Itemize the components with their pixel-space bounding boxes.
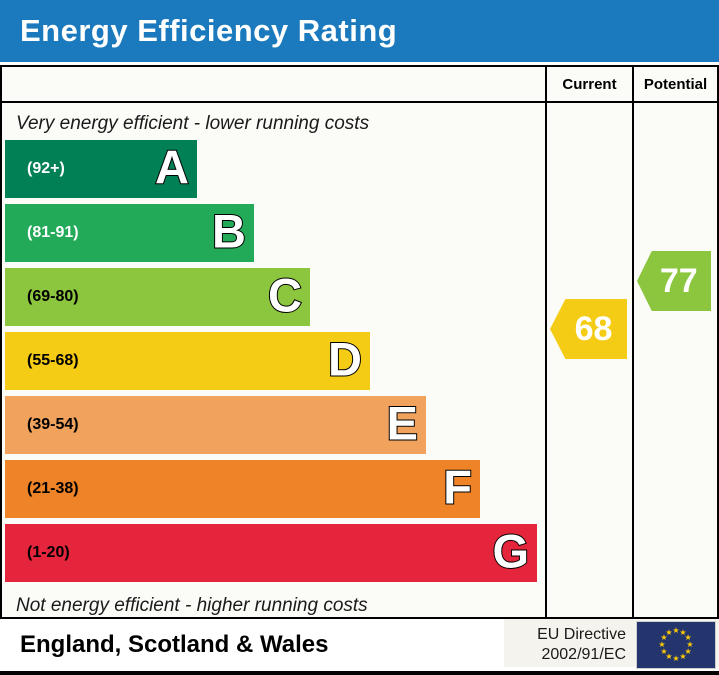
bands-list: (92+) A (81-91) B (69-80) C (55-68) D (3… [2, 140, 545, 582]
band-range-label: (69-80) [27, 288, 79, 305]
band-range-label: (39-54) [27, 416, 79, 433]
band-row-a: (92+) A [5, 140, 197, 198]
rating-table: Current Potential Very energy efficient … [0, 65, 719, 619]
title-bar: Energy Efficiency Rating [0, 0, 719, 62]
footer-bar: England, Scotland & Wales EU Directive 2… [0, 619, 719, 675]
svg-text:★: ★ [672, 654, 679, 663]
band-range-label: (21-38) [27, 480, 79, 497]
potential-column: 77 [632, 103, 717, 617]
band-range-label: (55-68) [27, 352, 79, 369]
svg-text:★: ★ [660, 633, 667, 642]
eu-directive-line2: 2002/91/EC [541, 646, 626, 663]
header-spacer-cell [2, 67, 545, 103]
svg-text:★: ★ [665, 628, 672, 637]
current-rating-arrow: 68 [550, 299, 627, 359]
band-row-f: (21-38) F [5, 460, 480, 518]
svg-text:★: ★ [685, 647, 692, 656]
bottom-note: Not energy efficient - higher running co… [16, 595, 368, 616]
svg-text:★: ★ [679, 652, 686, 661]
eu-flag-icon: ★ ★ ★ ★ ★ ★ ★ ★ ★ ★ ★ ★ [636, 621, 716, 669]
bands-cell: Very energy efficient - lower running co… [2, 103, 545, 617]
eu-directive-label: EU Directive 2002/91/EC [537, 625, 626, 665]
band-letter: G [491, 524, 530, 578]
current-column: 68 [545, 103, 632, 617]
svg-text:★: ★ [660, 647, 667, 656]
band-range-label: (1-20) [27, 544, 70, 561]
band-letter: C [267, 268, 303, 322]
band-row-c: (69-80) C [5, 268, 310, 326]
svg-text:★: ★ [665, 652, 672, 661]
band-row-g: (1-20) G [5, 524, 537, 582]
current-rating-value: 68 [574, 309, 613, 348]
column-header-current: Current [545, 67, 632, 103]
svg-text:★: ★ [672, 626, 679, 635]
band-letter: E [386, 396, 419, 450]
band-letter: D [327, 332, 363, 386]
svg-text:★: ★ [679, 628, 686, 637]
svg-text:★: ★ [685, 633, 692, 642]
band-range-label: (81-91) [27, 224, 79, 241]
band-range-label: (92+) [27, 160, 65, 177]
region-label: England, Scotland & Wales [20, 631, 329, 658]
page-title: Energy Efficiency Rating [20, 13, 398, 48]
eu-flag-stars: ★ ★ ★ ★ ★ ★ ★ ★ ★ ★ ★ ★ [658, 626, 693, 663]
eu-directive-line1: EU Directive [537, 626, 626, 643]
band-letter: B [211, 204, 247, 258]
potential-rating-arrow: 77 [637, 251, 711, 311]
potential-rating-value: 77 [659, 261, 698, 300]
band-row-d: (55-68) D [5, 332, 370, 390]
band-row-e: (39-54) E [5, 396, 426, 454]
svg-text:★: ★ [686, 640, 693, 649]
band-letter: F [442, 460, 473, 514]
band-row-b: (81-91) B [5, 204, 254, 262]
svg-text:★: ★ [658, 640, 665, 649]
column-header-potential: Potential [632, 67, 717, 103]
band-letter: A [154, 140, 190, 194]
top-note: Very energy efficient - lower running co… [16, 113, 370, 134]
